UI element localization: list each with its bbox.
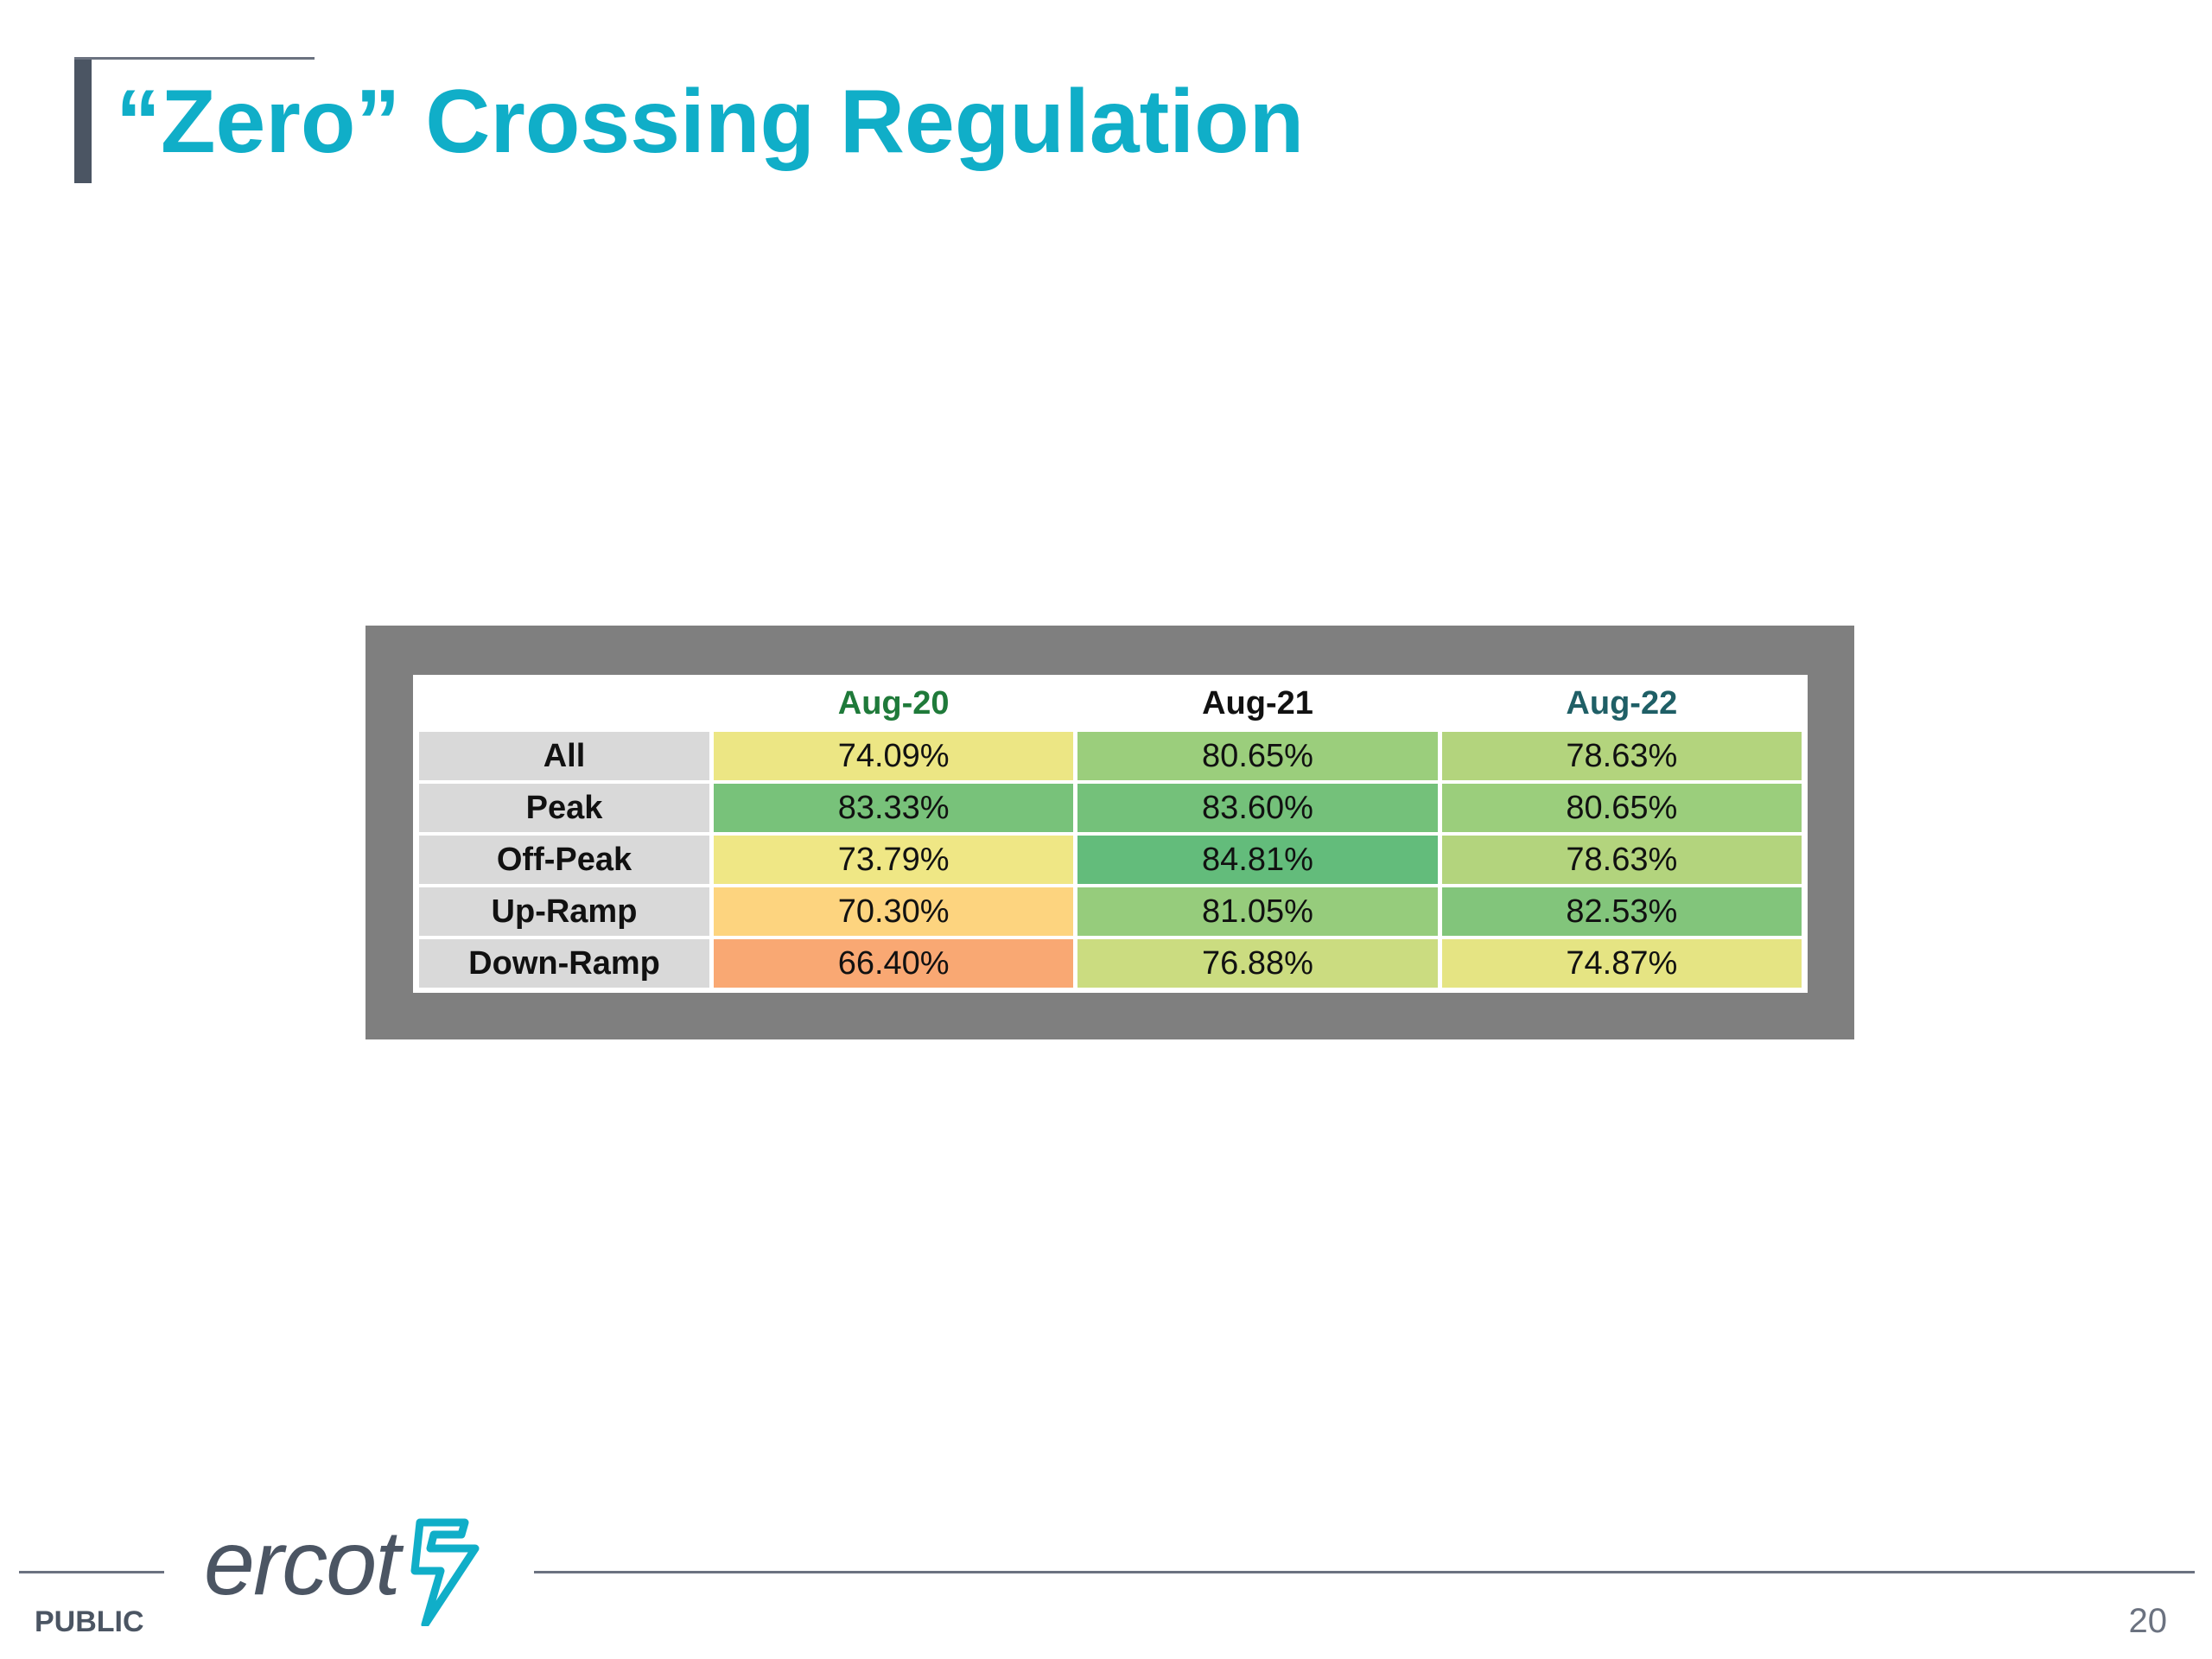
ercot-logo: ercot bbox=[204, 1517, 498, 1630]
table-cell: 80.65% bbox=[1077, 732, 1438, 780]
table-cell: 83.33% bbox=[714, 784, 1074, 832]
table-row: Up-Ramp 70.30% 81.05% 82.53% bbox=[419, 887, 1802, 936]
table-panel: Aug-20 Aug-21 Aug-22 All 74.09% 80.65% 7… bbox=[413, 675, 1808, 993]
column-header: Aug-22 bbox=[1566, 684, 1678, 721]
table-row: Peak 83.33% 83.60% 80.65% bbox=[419, 784, 1802, 832]
regulation-table: Aug-20 Aug-21 Aug-22 All 74.09% 80.65% 7… bbox=[415, 675, 1806, 991]
table-cell: 82.53% bbox=[1441, 887, 1802, 936]
table-cell: 78.63% bbox=[1441, 836, 1802, 884]
row-label: Up-Ramp bbox=[419, 887, 709, 936]
table-cell: 78.63% bbox=[1441, 732, 1802, 780]
footer-divider-right bbox=[534, 1571, 2195, 1573]
table-cell: 76.88% bbox=[1077, 939, 1438, 988]
header-row: Aug-20 Aug-21 Aug-22 bbox=[419, 678, 1802, 728]
table-cell: 81.05% bbox=[1077, 887, 1438, 936]
table-row: All 74.09% 80.65% 78.63% bbox=[419, 732, 1802, 780]
column-header: Aug-21 bbox=[1202, 684, 1313, 721]
table-cell: 66.40% bbox=[714, 939, 1074, 988]
table-cell: 80.65% bbox=[1441, 784, 1802, 832]
table-cell: 84.81% bbox=[1077, 836, 1438, 884]
classification-label: PUBLIC bbox=[35, 1605, 144, 1638]
table-cell: 73.79% bbox=[714, 836, 1074, 884]
table-frame: Aug-20 Aug-21 Aug-22 All 74.09% 80.65% 7… bbox=[365, 626, 1854, 1039]
slide-title: “Zero” Crossing Regulation bbox=[116, 72, 1305, 172]
row-label: Off-Peak bbox=[419, 836, 709, 884]
table-cell: 83.60% bbox=[1077, 784, 1438, 832]
table-cell: 74.09% bbox=[714, 732, 1074, 780]
table-row: Down-Ramp 66.40% 76.88% 74.87% bbox=[419, 939, 1802, 988]
title-accent-line bbox=[74, 57, 315, 60]
row-label: Down-Ramp bbox=[419, 939, 709, 988]
row-label: All bbox=[419, 732, 709, 780]
ercot-lightning-mark-icon bbox=[410, 1518, 480, 1626]
table-row: Off-Peak 73.79% 84.81% 78.63% bbox=[419, 836, 1802, 884]
title-accent-bar bbox=[74, 57, 92, 183]
corner-cell bbox=[419, 678, 709, 728]
table-cell: 74.87% bbox=[1441, 939, 1802, 988]
row-label: Peak bbox=[419, 784, 709, 832]
footer-divider-left bbox=[19, 1571, 164, 1573]
page-number: 20 bbox=[2128, 1602, 2168, 1640]
column-header: Aug-20 bbox=[837, 684, 950, 721]
table-cell: 70.30% bbox=[714, 887, 1074, 936]
logo-wordmark: ercot bbox=[204, 1512, 401, 1614]
